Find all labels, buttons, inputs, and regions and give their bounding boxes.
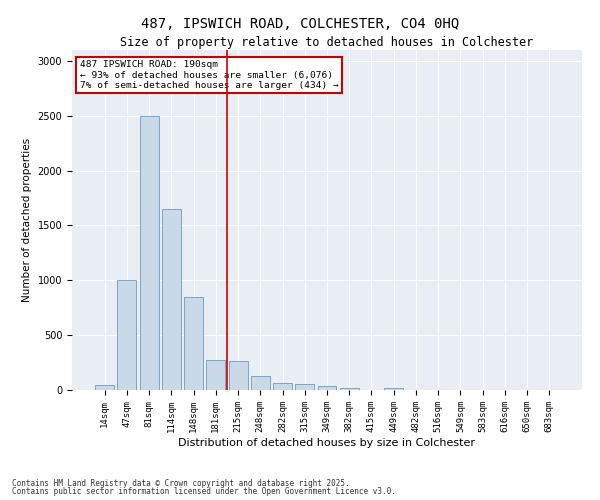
Bar	[184, 297, 203, 390]
Text: Contains public sector information licensed under the Open Government Licence v3: Contains public sector information licen…	[12, 486, 396, 496]
Bar	[140, 116, 158, 390]
Bar	[206, 360, 225, 390]
Bar	[317, 386, 337, 390]
Title: Size of property relative to detached houses in Colchester: Size of property relative to detached ho…	[121, 36, 533, 49]
Bar	[162, 209, 181, 390]
Bar	[384, 388, 403, 390]
Bar	[340, 388, 359, 390]
Bar	[273, 383, 292, 390]
Bar	[118, 280, 136, 390]
Text: Contains HM Land Registry data © Crown copyright and database right 2025.: Contains HM Land Registry data © Crown c…	[12, 479, 350, 488]
Bar	[251, 376, 270, 390]
Bar	[295, 384, 314, 390]
Text: 487, IPSWICH ROAD, COLCHESTER, CO4 0HQ: 487, IPSWICH ROAD, COLCHESTER, CO4 0HQ	[141, 18, 459, 32]
Y-axis label: Number of detached properties: Number of detached properties	[22, 138, 32, 302]
Text: 487 IPSWICH ROAD: 190sqm
← 93% of detached houses are smaller (6,076)
7% of semi: 487 IPSWICH ROAD: 190sqm ← 93% of detach…	[80, 60, 338, 90]
Bar	[229, 362, 248, 390]
X-axis label: Distribution of detached houses by size in Colchester: Distribution of detached houses by size …	[179, 438, 476, 448]
Bar	[95, 384, 114, 390]
